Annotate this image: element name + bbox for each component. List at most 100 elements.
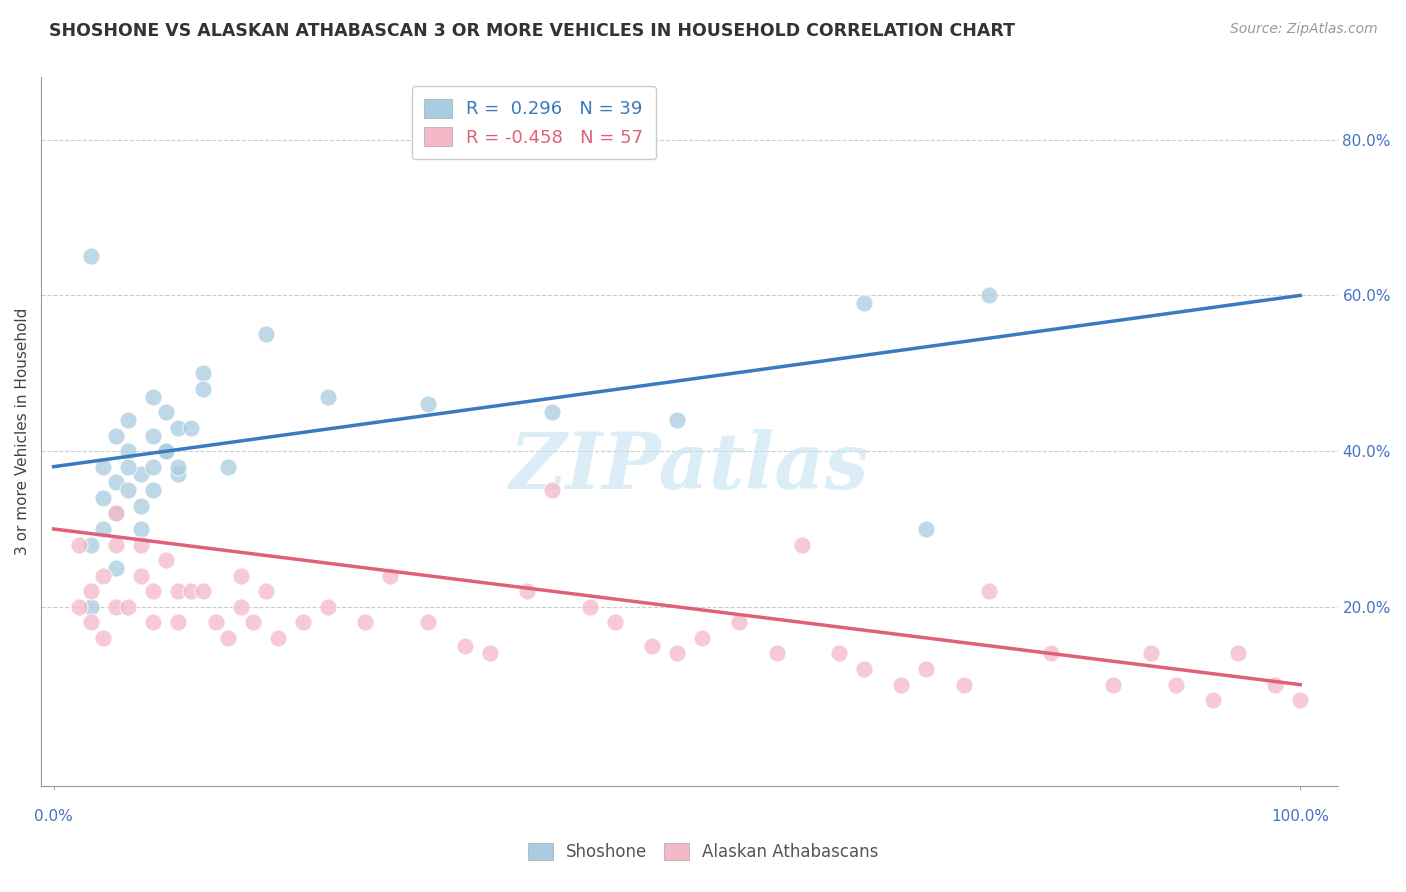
Point [80, 615, 103, 630]
Point [104, 537, 127, 551]
Point [254, 327, 277, 342]
Point [80, 537, 103, 551]
Point [790, 537, 813, 551]
Point [416, 615, 439, 630]
Point [915, 662, 938, 676]
Point [142, 483, 165, 497]
Point [728, 615, 751, 630]
Point [93, 568, 115, 582]
Point [104, 507, 127, 521]
Point [952, 678, 974, 692]
Point [93, 522, 115, 536]
Point [104, 561, 127, 575]
Point [915, 522, 938, 536]
Point [1202, 693, 1225, 707]
Point [380, 568, 402, 582]
Point [217, 459, 239, 474]
Point [852, 662, 875, 676]
Point [129, 568, 152, 582]
Point [852, 296, 875, 310]
Point [129, 537, 152, 551]
Point [242, 615, 264, 630]
Point [167, 421, 190, 435]
Point [541, 405, 564, 419]
Point [167, 467, 190, 482]
Point [104, 507, 127, 521]
Point [180, 421, 202, 435]
Text: Source: ZipAtlas.com: Source: ZipAtlas.com [1230, 22, 1378, 37]
Point [1164, 678, 1187, 692]
Point [104, 475, 127, 490]
Point [142, 459, 165, 474]
Point [142, 428, 165, 442]
Point [155, 553, 177, 567]
Point [155, 444, 177, 458]
Point [117, 444, 139, 458]
Point [180, 584, 202, 599]
Point [117, 483, 139, 497]
Point [690, 631, 713, 645]
Point [167, 459, 190, 474]
Point [416, 397, 439, 411]
Point [977, 584, 1000, 599]
Point [1289, 693, 1312, 707]
Point [291, 615, 314, 630]
Point [117, 599, 139, 614]
Point [603, 615, 626, 630]
Point [478, 647, 501, 661]
Point [454, 639, 477, 653]
Point [1226, 647, 1249, 661]
Point [541, 483, 564, 497]
Point [354, 615, 377, 630]
Point [104, 599, 127, 614]
Point [204, 615, 226, 630]
Point [1264, 678, 1286, 692]
Point [641, 639, 664, 653]
Point [167, 615, 190, 630]
Point [193, 366, 215, 380]
Point [1102, 678, 1125, 692]
Point [217, 631, 239, 645]
Point [117, 459, 139, 474]
Point [142, 615, 165, 630]
Point [93, 631, 115, 645]
Point [80, 250, 103, 264]
Point [155, 405, 177, 419]
Point [129, 522, 152, 536]
Point [67, 599, 90, 614]
Point [665, 413, 688, 427]
Point [254, 584, 277, 599]
Point [80, 599, 103, 614]
Point [167, 584, 190, 599]
Point [93, 491, 115, 505]
Legend: Shoshone, Alaskan Athabascans: Shoshone, Alaskan Athabascans [520, 836, 886, 868]
Point [142, 584, 165, 599]
Point [516, 584, 538, 599]
Point [828, 647, 851, 661]
Point [80, 584, 103, 599]
Point [193, 382, 215, 396]
Text: 0.0%: 0.0% [34, 809, 73, 824]
Point [578, 599, 600, 614]
Point [1039, 647, 1062, 661]
Point [316, 390, 339, 404]
Legend: R =  0.296   N = 39, R = -0.458   N = 57: R = 0.296 N = 39, R = -0.458 N = 57 [412, 87, 655, 160]
Point [765, 647, 787, 661]
Point [129, 467, 152, 482]
Point [1139, 647, 1161, 661]
Point [229, 599, 252, 614]
Text: 100.0%: 100.0% [1271, 809, 1329, 824]
Point [665, 647, 688, 661]
Point [117, 413, 139, 427]
Point [193, 584, 215, 599]
Point [155, 444, 177, 458]
Point [142, 390, 165, 404]
Point [890, 678, 912, 692]
Point [129, 499, 152, 513]
Point [229, 568, 252, 582]
Point [267, 631, 290, 645]
Text: SHOSHONE VS ALASKAN ATHABASCAN 3 OR MORE VEHICLES IN HOUSEHOLD CORRELATION CHART: SHOSHONE VS ALASKAN ATHABASCAN 3 OR MORE… [49, 22, 1015, 40]
Point [977, 288, 1000, 302]
Point [67, 537, 90, 551]
Y-axis label: 3 or more Vehicles in Household: 3 or more Vehicles in Household [15, 308, 30, 556]
